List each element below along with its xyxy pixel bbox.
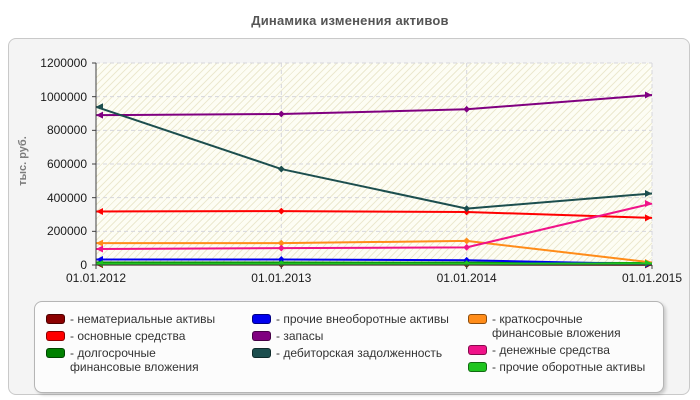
legend-column-1: - нематериальные активы - основные средс… (46, 312, 221, 377)
y-tick-label: 600000 (46, 157, 87, 171)
data-point-marker (463, 105, 471, 113)
series-line (95, 202, 653, 251)
series-line (95, 93, 653, 117)
legend-box: - нематериальные активы - основные средс… (34, 301, 664, 393)
legend-item-label: - прочие внеоборотные активы (276, 312, 449, 326)
line-start-arrow (96, 103, 103, 111)
y-tick-label: 1000000 (40, 89, 87, 104)
y-tick-label: 800000 (46, 123, 87, 138)
line-end-arrow (645, 200, 652, 208)
legend-color-swatch (46, 348, 65, 358)
legend-color-swatch (468, 345, 487, 355)
legend-item-other-noncurrent-assets: - прочие внеоборотные активы (252, 312, 452, 326)
legend-item-label: - краткосрочные финансовые вложения (492, 312, 621, 340)
x-tick-label: 01.01.2014 (436, 271, 497, 285)
data-point-marker (277, 110, 285, 118)
legend-column-3: - краткосрочные финансовые вложения - де… (468, 312, 653, 377)
legend-item-label: - дебиторская задолженность (276, 346, 443, 360)
x-tick-label: 01.01.2012 (65, 271, 127, 285)
data-point-marker (277, 207, 285, 215)
series-line (96, 239, 653, 264)
legend-item-short-term-investments: - краткосрочные финансовые вложения (468, 312, 653, 340)
legend-item-label: - прочие оборотные активы (492, 360, 646, 374)
plot-area (92, 62, 653, 269)
legend-color-swatch (252, 348, 271, 358)
legend-item-inventory: - запасы (252, 329, 452, 343)
series-line (96, 258, 653, 266)
data-point-marker (463, 205, 471, 213)
y-axis-label: тыс. руб. (17, 136, 29, 186)
y-tick-label: 200000 (46, 224, 87, 239)
legend-color-swatch (252, 331, 271, 341)
legend-item-label: - основные средства (70, 329, 186, 343)
line-start-arrow (96, 111, 103, 119)
legend-color-swatch (468, 362, 487, 372)
line-end-arrow (645, 189, 652, 197)
data-point-marker (463, 243, 471, 251)
legend-color-swatch (46, 331, 65, 341)
line-end-arrow (645, 214, 652, 222)
line-start-arrow (96, 207, 103, 215)
legend-color-swatch (468, 314, 487, 324)
series-line (95, 105, 653, 210)
y-tick-label: 400000 (46, 190, 87, 205)
legend-item-other-current-assets: - прочие оборотные активы (468, 360, 653, 374)
legend-color-swatch (252, 314, 271, 324)
legend-item-fixed-assets: - основные средства (46, 329, 221, 343)
series-line (95, 210, 653, 219)
legend-item-label: - запасы (276, 329, 324, 343)
legend-color-swatch (46, 314, 65, 324)
data-point-marker (463, 237, 471, 245)
line-end-arrow (645, 91, 652, 99)
data-point-marker (277, 244, 285, 252)
legend-item-label: - долгосрочные финансовые вложения (70, 346, 199, 374)
y-tick-label: 1200000 (40, 56, 87, 70)
legend-item-label: - денежные средства (492, 343, 610, 357)
legend-item-cash: - денежные средства (468, 343, 653, 357)
legend-item-label: - нематериальные активы (70, 312, 216, 326)
legend-item-intangible-assets: - нематериальные активы (46, 312, 221, 326)
chart-panel: тыс. руб. 0 200000 400000 600000 800000 10000… (8, 38, 690, 395)
chart-title: Динамика изменения активов (251, 13, 449, 28)
legend-item-long-term-investments: - долгосрочные финансовые вложения (46, 346, 221, 374)
line-start-arrow (96, 239, 103, 247)
legend-item-receivables: - дебиторская задолженность (252, 346, 452, 360)
chart-canvas (92, 62, 653, 269)
x-tick-label: 01.01.2013 (251, 271, 312, 285)
line-start-arrow (96, 245, 103, 253)
legend-column-2: - прочие внеоборотные активы - запасы - … (252, 312, 452, 363)
y-tick-label: 0 (80, 258, 87, 272)
data-point-marker (277, 165, 285, 173)
x-tick-label: 01.01.2015 (621, 271, 683, 285)
